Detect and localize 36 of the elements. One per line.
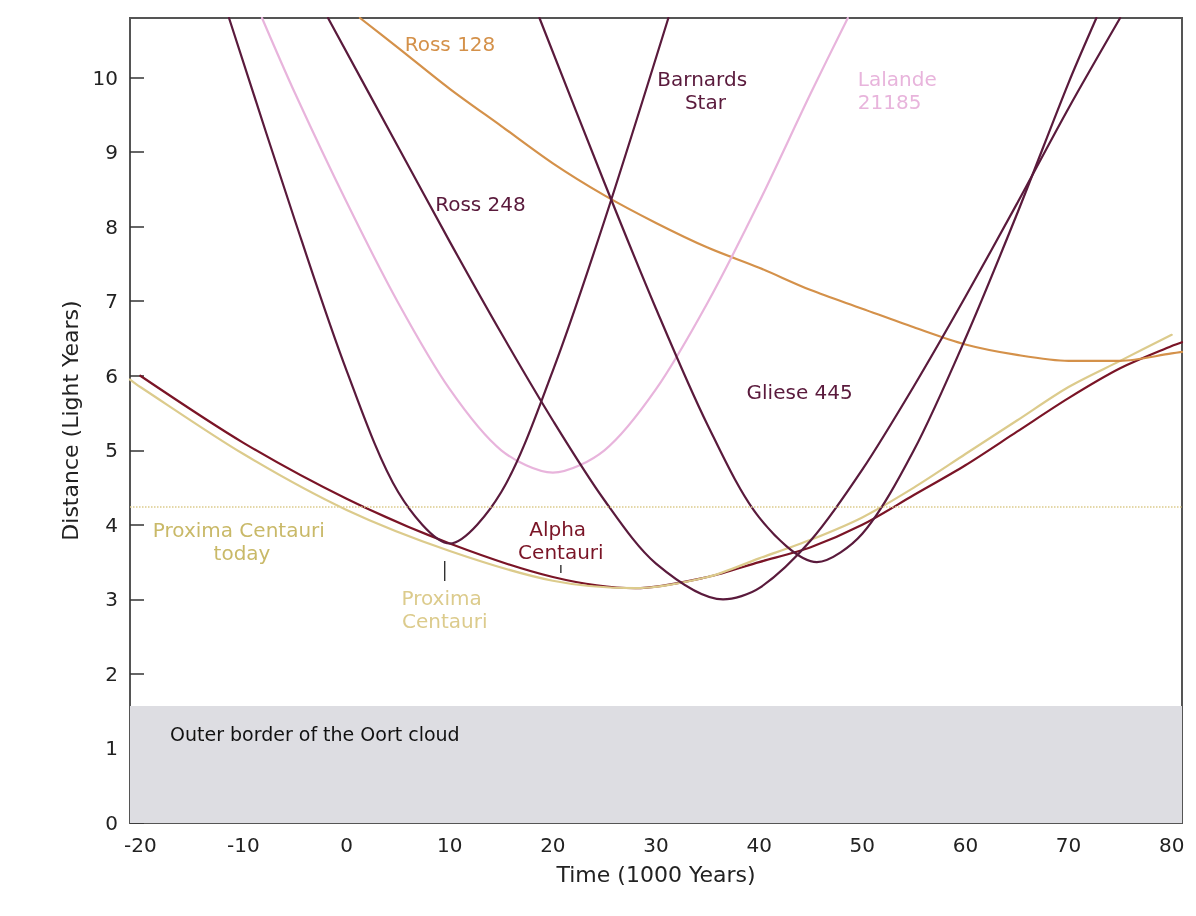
band-label: Outer border of the Oort cloud — [170, 722, 460, 745]
x-tick-label: 0 — [340, 833, 353, 857]
y-tick-label: 1 — [105, 736, 118, 761]
series-label: Barnards Star — [657, 66, 754, 114]
y-tick-label: 2 — [105, 661, 118, 686]
x-tick-label: -20 — [123, 833, 157, 857]
x-tick-label: 50 — [849, 833, 875, 857]
y-tick-label: 0 — [105, 811, 118, 835]
x-tick-label: 80 — [1158, 833, 1185, 857]
x-tick-label: 40 — [746, 833, 772, 857]
y-tick-label: 3 — [105, 587, 118, 612]
series-label: Ross 128 — [404, 32, 496, 56]
x-tick-label: 70 — [1055, 833, 1082, 857]
text: Proxima Centauri — [401, 586, 488, 634]
y-tick-label: 5 — [105, 438, 118, 463]
y-tick-label: 7 — [105, 289, 118, 314]
y-tick-label: 4 — [105, 512, 118, 537]
x-tick-label: 60 — [952, 833, 979, 857]
x-tick-label: 30 — [643, 833, 669, 857]
text: Gliese 445 — [746, 379, 853, 404]
y-tick-label: 8 — [105, 214, 118, 239]
x-axis-title: Time (1000 Years) — [555, 861, 756, 887]
y-tick-label: 10 — [92, 65, 118, 90]
line-series — [358, 16, 1184, 362]
y-tick-label: 6 — [105, 363, 118, 388]
series-label: Proxima Centauri — [152, 518, 332, 543]
series-label: Ross 248 — [435, 191, 526, 216]
text: today — [213, 541, 271, 566]
series-label: Alpha Centauri — [518, 516, 604, 564]
x-tick-label: -10 — [227, 833, 260, 857]
series-label: Lalande 21185 — [857, 66, 944, 114]
line-series — [260, 16, 849, 474]
y-axis-title: Distance (Light Years) — [58, 300, 84, 541]
x-tick-label: 10 — [437, 833, 463, 857]
x-tick-label: 20 — [540, 833, 566, 857]
y-tick-label: 9 — [105, 140, 118, 165]
